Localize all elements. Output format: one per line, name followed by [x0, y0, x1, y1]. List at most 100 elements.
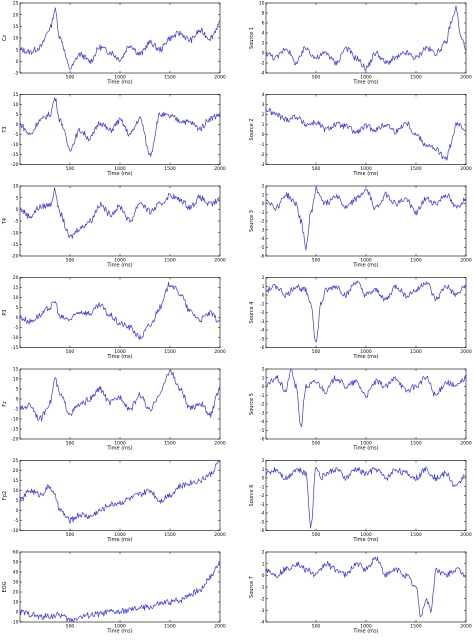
y-tick-label: 20 [13, 275, 19, 281]
y-tick-label: 0 [16, 508, 19, 514]
y-tick-label: 0 [262, 293, 265, 299]
chart-panel-left-4: 20 15 10 5 0 -5 -10 -15 500 1000 1500 2000 Time (ms)… [2, 275, 226, 360]
y-tick-label: 2 [262, 41, 265, 47]
y-tick-label: 5 [16, 112, 19, 118]
plot-frame [19, 2, 221, 74]
y-tick-label: 60 [13, 550, 19, 556]
x-tick-label: 1500 [164, 166, 176, 172]
x-axis-label: Time (ms) [352, 629, 378, 635]
y-tick-label: 1 [262, 375, 265, 381]
y-tick-label: -2 [260, 493, 265, 499]
y-tick-label: -4 [260, 236, 265, 242]
x-tick-label: 1500 [410, 349, 422, 355]
y-tick-label: -3 [260, 608, 265, 614]
plot-frame [19, 277, 221, 348]
y-tick-label: -4 [260, 511, 265, 517]
x-axis-label: Time (ms) [106, 171, 132, 177]
x-tick-label: 2000 [460, 441, 472, 447]
y-tick-label: -1 [260, 484, 265, 490]
y-tick-label: 0 [262, 132, 265, 138]
y-tick-label: 5 [16, 195, 19, 201]
y-tick-label: 2 [262, 112, 265, 118]
y-tick-label: -5 [14, 518, 19, 524]
y-axis-label: Fz [2, 401, 8, 407]
series-line [19, 281, 221, 340]
y-tick-label: 20 [13, 12, 19, 18]
y-tick-label: 5 [16, 387, 19, 393]
y-tick-label: -1 [260, 210, 265, 216]
y-axis-label: Source 7 [249, 576, 255, 598]
x-axis-label: Time (ms) [352, 80, 378, 86]
y-tick-label: 0 [262, 476, 265, 482]
y-tick-label: -3 [260, 410, 265, 416]
y-axis-label: Source 2 [249, 119, 255, 141]
y-tick-label: 5 [16, 305, 19, 311]
plot-frame [265, 551, 467, 623]
y-tick-label: -3 [260, 319, 265, 325]
x-tick-label: 2000 [214, 441, 226, 447]
y-tick-label: -5 [260, 336, 265, 342]
x-tick-label: 500 [66, 349, 75, 355]
y-tick-label: 5 [16, 498, 19, 504]
chart-panel-right-5: 2 1 0 -1 -2 -3 -4 -5 -6 500 1000 1500 2000 Time (ms) S… [249, 367, 472, 452]
series-line [265, 107, 467, 161]
y-tick-label: 10 [13, 377, 19, 383]
y-tick-label: 2 [262, 275, 265, 281]
y-tick-label: -3 [260, 502, 265, 508]
y-tick-label: 2 [262, 458, 265, 464]
y-tick-label: 5 [16, 47, 19, 53]
y-tick-label: 3 [262, 102, 265, 108]
y-tick-label: -4 [260, 620, 265, 626]
y-tick-label: -1 [260, 301, 265, 307]
plot-frame [265, 94, 467, 165]
x-tick-label: 1000 [114, 441, 126, 447]
x-tick-label: 2000 [214, 624, 226, 630]
x-axis-label: Time (ms) [106, 629, 132, 635]
x-tick-label: 2000 [460, 349, 472, 355]
y-tick-label: -1 [260, 142, 265, 148]
x-tick-label: 2000 [460, 166, 472, 172]
chart-panel-right-2: 4 3 2 1 0 -1 -2 -3 500 1000 1500 2000 Time (ms) Sourc… [249, 92, 472, 177]
x-tick-label: 500 [312, 441, 321, 447]
y-tick-label: -2 [260, 61, 265, 67]
y-tick-label: -15 [11, 427, 18, 433]
y-tick-label: 1 [262, 284, 265, 290]
y-tick-label: 2 [262, 184, 265, 190]
y-tick-label: -4 [260, 328, 265, 334]
y-tick-label: 1 [262, 467, 265, 473]
x-tick-label: 1500 [410, 166, 422, 172]
plot-frame [19, 551, 221, 623]
x-tick-label: 2000 [214, 75, 226, 81]
plot-frame [19, 368, 221, 440]
y-axis-label: Source 3 [249, 210, 255, 232]
y-tick-label: 1 [262, 561, 265, 567]
y-tick-label: -1 [260, 393, 265, 399]
series-line [19, 97, 221, 157]
chart-panel-left-3: 10 5 0 -5 -10 -15 -20 500 1000 1500 2000 Time (ms) T… [2, 184, 226, 269]
y-tick-label: -15 [11, 152, 18, 158]
y-tick-label: -6 [260, 437, 265, 443]
y-tick-label: 15 [13, 478, 19, 484]
x-tick-label: 2000 [214, 349, 226, 355]
y-tick-label: 0 [16, 122, 19, 128]
x-tick-label: 1000 [360, 441, 372, 447]
y-tick-label: -6 [260, 254, 265, 260]
y-axis-label: Cz [2, 35, 8, 41]
y-tick-label: 4 [262, 31, 265, 37]
y-tick-label: 10 [13, 102, 19, 108]
x-tick-label: 1500 [164, 624, 176, 630]
x-tick-label: 500 [66, 258, 75, 264]
y-tick-label: -5 [14, 407, 19, 413]
y-tick-label: 10 [13, 36, 19, 42]
y-tick-label: -5 [14, 219, 19, 225]
x-tick-label: 2000 [460, 75, 472, 81]
y-tick-label: -20 [11, 162, 18, 168]
x-axis-label: Time (ms) [106, 446, 132, 452]
y-tick-label: 2 [262, 367, 265, 373]
x-tick-label: 1500 [410, 258, 422, 264]
plot-frame [265, 368, 467, 440]
y-tick-label: -5 [14, 71, 19, 77]
x-tick-label: 1000 [114, 532, 126, 538]
chart-panel-left-6: 25 20 15 10 5 0 -5 -10 500 1000 1500 2000 Time (ms) F… [2, 458, 226, 543]
